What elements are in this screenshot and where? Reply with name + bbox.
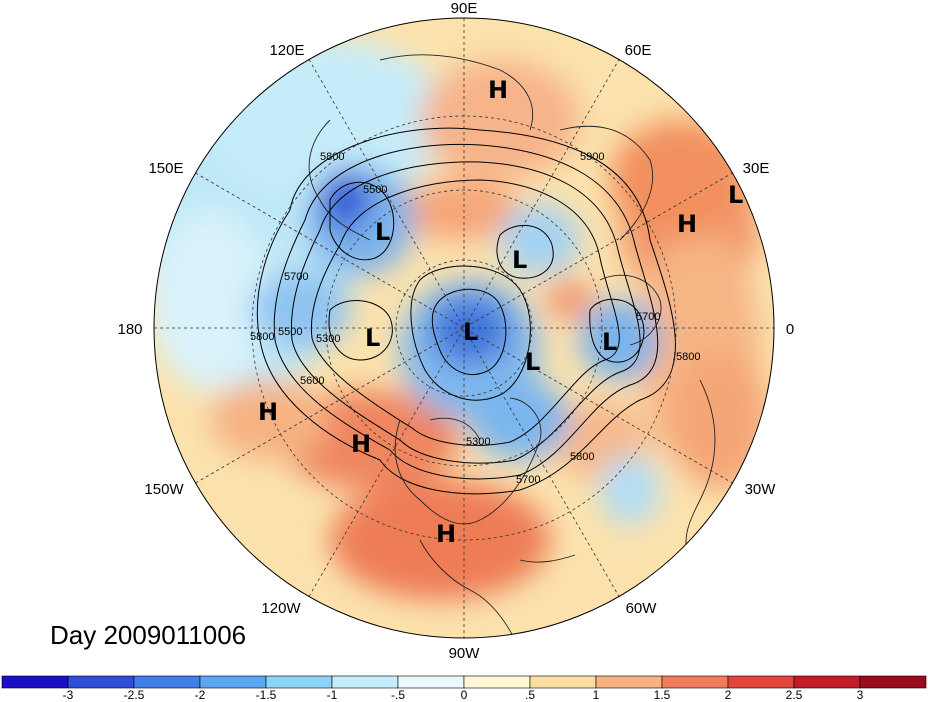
low-center: L	[602, 328, 617, 356]
colorbar-tick-label: -.5	[391, 688, 405, 702]
colorbar-swatch	[1, 675, 69, 689]
low-center: L	[375, 218, 390, 246]
colorbar-swatch	[265, 675, 333, 689]
contour-labels: 5800 5500 5900 5700 5800 5500 5300 5600 …	[250, 151, 700, 486]
colorbar-tick-label: 2.5	[786, 688, 803, 702]
colorbar: -3 -2.5 -2 -1.5 -1 -.5 0 .5 1 1.5 2 2.5 3	[1, 675, 927, 702]
contour-label: 5900	[580, 151, 604, 163]
lon-label-180: 180	[117, 321, 142, 338]
contour-label: 5500	[363, 184, 387, 196]
colorbar-swatch	[397, 675, 465, 689]
colorbar-tick-label: 3	[857, 688, 864, 702]
colorbar-swatch	[793, 675, 861, 689]
lon-label-30w: 30W	[745, 481, 777, 498]
colorbar-swatch	[859, 675, 927, 689]
contour-label: 5700	[284, 271, 308, 283]
lon-label-30e: 30E	[743, 160, 770, 177]
lon-label-150e: 150E	[148, 160, 183, 177]
low-center: L	[525, 348, 540, 376]
colorbar-swatch	[67, 675, 135, 689]
contour-label: 5500	[278, 326, 302, 338]
colorbar-tick-label: 1.5	[654, 688, 671, 702]
height-contours	[256, 127, 676, 495]
colorbar-tick-label: 1	[593, 688, 600, 702]
low-center: L	[512, 246, 527, 274]
contour-label: 5700	[636, 311, 660, 323]
colorbar-swatch	[529, 675, 597, 689]
colorbar-tick-label: -2.5	[124, 688, 145, 702]
colorbar-tick-label: 0	[461, 688, 468, 702]
colorbar-swatch	[727, 675, 795, 689]
colorbar-swatch	[199, 675, 267, 689]
colorbar-tick-label: -2	[195, 688, 206, 702]
low-center: L	[365, 324, 380, 352]
colorbar-tick-label: .5	[525, 688, 535, 702]
low-center: L	[463, 318, 478, 346]
high-center: H	[351, 430, 371, 458]
contour-label: 5800	[570, 451, 594, 463]
contour-label: 5600	[300, 375, 324, 387]
contour-label: 5800	[676, 351, 700, 363]
lon-label-60w: 60W	[626, 600, 658, 617]
colorbar-swatch	[661, 675, 729, 689]
colorbar-swatch	[331, 675, 399, 689]
map-boundary	[153, 17, 775, 639]
contour-label: 5300	[466, 436, 490, 448]
lon-label-60e: 60E	[625, 42, 652, 59]
colorbar-swatch	[463, 675, 531, 689]
colorbar-tick-label: 2	[725, 688, 732, 702]
coastlines	[308, 54, 716, 638]
lon-label-90e: 90E	[451, 0, 478, 17]
lon-label-120e: 120E	[269, 42, 304, 59]
longitude-labels: 90E 60E 30E 0 30W 60W 90W 120W 150W 180 …	[117, 0, 794, 662]
pressure-centers: H H L L L L L L L H H H	[258, 76, 743, 548]
contour-label: 5700	[516, 474, 540, 486]
colorbar-swatch	[595, 675, 663, 689]
map-title: Day 2009011006	[50, 620, 247, 650]
contour-label: 5800	[320, 151, 344, 163]
colorbar-tick-label: -3	[63, 688, 74, 702]
low-center: L	[728, 181, 743, 209]
graticule	[154, 18, 774, 638]
lon-label-90w: 90W	[449, 645, 481, 662]
high-center: H	[258, 398, 278, 426]
colorbar-swatch	[133, 675, 201, 689]
lon-label-0: 0	[786, 321, 794, 338]
lon-label-150w: 150W	[144, 481, 184, 498]
contour-label: 5300	[316, 333, 340, 345]
high-center: H	[677, 210, 697, 238]
contour-label: 5800	[250, 331, 274, 343]
colorbar-tick-label: -1.5	[256, 688, 277, 702]
high-center: H	[488, 76, 508, 104]
colorbar-tick-label: -1	[327, 688, 338, 702]
high-center: H	[436, 520, 456, 548]
lon-label-120w: 120W	[261, 600, 301, 617]
